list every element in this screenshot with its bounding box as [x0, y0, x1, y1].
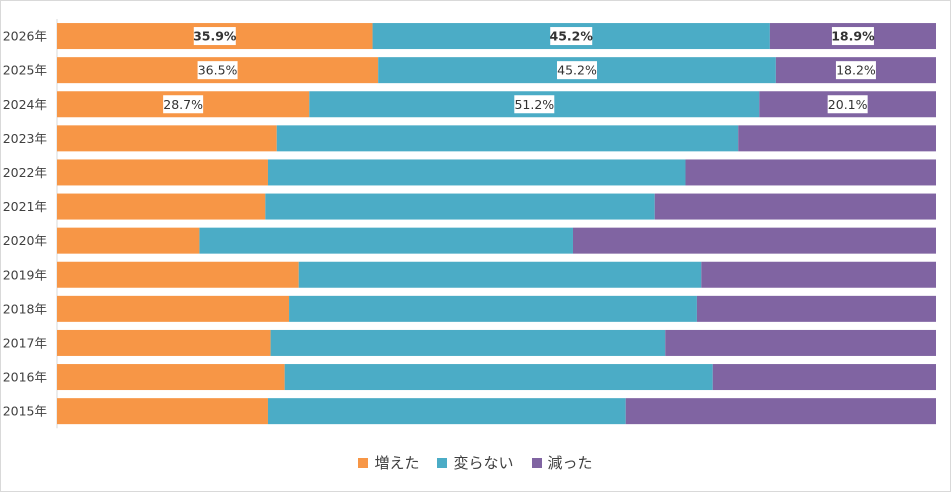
bar-segment — [685, 159, 936, 186]
data-label: 51.2% — [514, 97, 554, 112]
data-label-box — [514, 95, 555, 114]
bar-segment — [712, 364, 936, 391]
category-tick-label: 2017年 — [3, 335, 47, 350]
legend-label-increased: 増えた — [374, 454, 420, 472]
data-label-box — [550, 27, 593, 46]
bar-segment — [57, 159, 268, 186]
bar-segment — [57, 398, 268, 425]
data-label-box — [197, 61, 238, 80]
category-tick-label: 2015年 — [3, 404, 47, 419]
bar-segment — [276, 125, 739, 152]
category-tick-label: 2023年 — [3, 131, 47, 146]
bar-segment — [199, 227, 573, 254]
legend-item-unchanged: 変らない — [437, 452, 514, 473]
category-tick-label: 2020年 — [3, 233, 47, 248]
data-label-box — [835, 61, 876, 80]
bar-segment — [270, 329, 666, 356]
bar-segment — [572, 227, 936, 254]
bar-segment — [57, 227, 200, 254]
category-tick-label: 2021年 — [3, 199, 47, 214]
category-tick-label: 2016年 — [3, 370, 47, 385]
category-tick-label: 2026年 — [3, 29, 47, 44]
bar-segment — [665, 329, 936, 356]
bar-segment — [267, 159, 686, 186]
data-label: 35.9% — [193, 29, 237, 44]
bar-segment — [57, 261, 299, 288]
legend-swatch-unchanged — [437, 457, 448, 468]
bar-segment — [265, 193, 655, 220]
data-label-box — [827, 95, 868, 114]
category-tick-label: 2022年 — [3, 165, 47, 180]
data-label: 18.2% — [836, 63, 876, 78]
category-tick-label: 2024年 — [3, 97, 47, 112]
bar-segment — [57, 329, 271, 356]
data-label: 36.5% — [198, 63, 238, 78]
legend-label-decreased: 減った — [547, 454, 593, 472]
bar-segment — [267, 398, 626, 425]
bar-segment — [57, 295, 290, 322]
category-tick-label: 2018年 — [3, 301, 47, 316]
data-label-box — [557, 61, 598, 80]
bar-segment — [57, 364, 285, 391]
bar-segment — [654, 193, 936, 220]
data-label: 45.2% — [557, 63, 597, 78]
bar-segment — [701, 261, 936, 288]
data-label: 20.1% — [828, 97, 868, 112]
data-label: 45.2% — [550, 29, 594, 44]
legend: 増えた 変らない 減った — [0, 452, 951, 473]
bar-segment — [57, 125, 277, 152]
data-label: 18.9% — [831, 29, 875, 44]
bar-segment — [57, 193, 266, 220]
data-label-box — [193, 27, 236, 46]
category-tick-label: 2019年 — [3, 267, 47, 282]
bar-segment — [298, 261, 702, 288]
data-label-box — [831, 27, 874, 46]
legend-swatch-increased — [358, 457, 369, 468]
data-label-box — [163, 95, 204, 114]
legend-item-decreased: 減った — [531, 452, 593, 473]
bar-segment — [284, 364, 713, 391]
legend-label-unchanged: 変らない — [453, 454, 514, 472]
legend-item-increased: 増えた — [358, 452, 419, 473]
category-tick-label: 2025年 — [3, 63, 47, 78]
bar-segment — [696, 295, 936, 322]
data-label: 28.7% — [163, 97, 203, 112]
bar-segment — [289, 295, 697, 322]
legend-swatch-decreased — [531, 457, 542, 468]
bar-segment — [625, 398, 936, 425]
bar-segment — [738, 125, 936, 152]
